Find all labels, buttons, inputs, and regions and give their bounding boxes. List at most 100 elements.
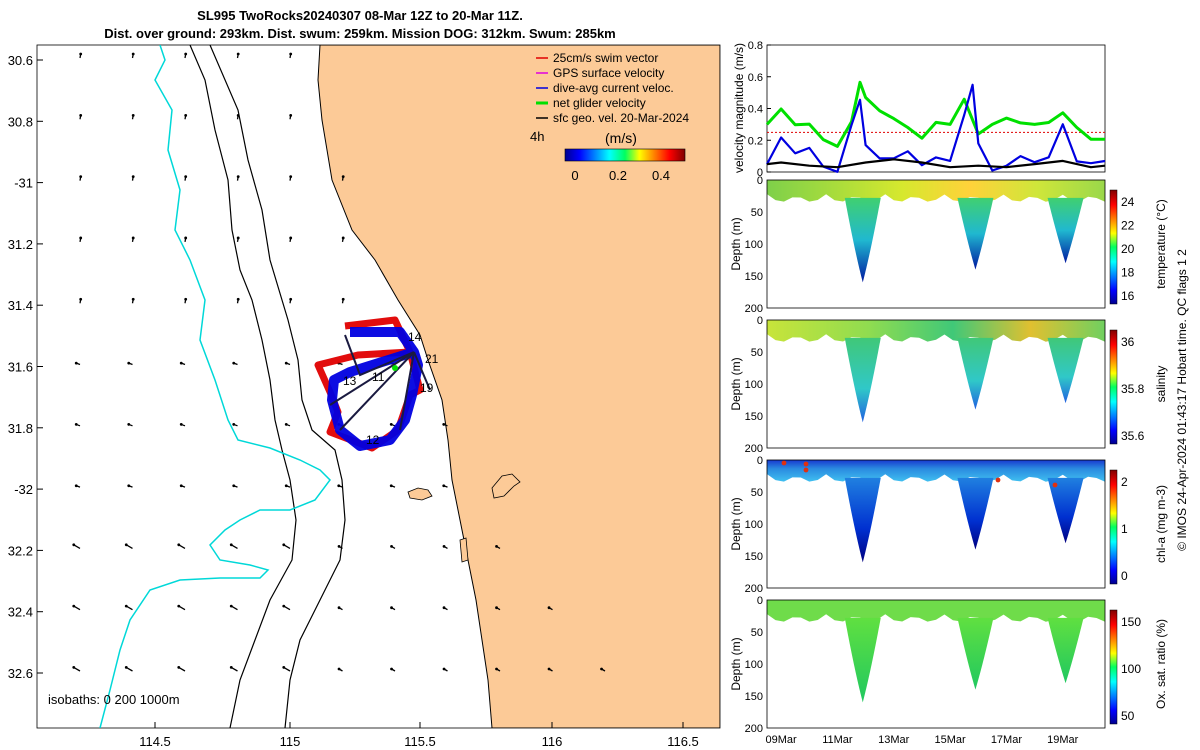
velocity-arrowhead [236, 52, 240, 56]
velocity-arrowhead [124, 604, 128, 608]
profile-colorbar-tick: 50 [1121, 709, 1135, 723]
colorbar-tick-label: 0 [571, 168, 578, 183]
chl-hotspot [995, 477, 1001, 483]
velocity-arrowhead [74, 484, 78, 488]
velocity-arrowhead [79, 175, 83, 179]
chl-hotspot [1052, 482, 1058, 488]
isobath-cyan [99, 45, 331, 728]
velocity-arrowhead [74, 423, 78, 426]
velocity-y-tick-label: 0.4 [748, 104, 763, 116]
velocity-arrowhead [72, 604, 76, 608]
profile-y-tick-label: 200 [745, 303, 763, 315]
profile-colorbar-tick: 24 [1121, 195, 1135, 209]
map-y-tick-label: 30.8 [8, 114, 33, 129]
map-x-tick-label: 116.5 [667, 734, 699, 749]
legend-entry: dive-avg current veloc. [553, 81, 674, 95]
profile-y-tick-label: 50 [751, 207, 763, 219]
velocity-series [765, 80, 1106, 173]
profile-frame [766, 599, 1106, 729]
surface-velocity-arrows [72, 52, 606, 672]
chl-hotspot [803, 467, 809, 473]
title-line-2: Dist. over ground: 293km. Dist. swum: 25… [104, 26, 616, 41]
imos-credit: © IMOS 24-Apr-2024 01:43:17 Hobart time.… [1175, 249, 1189, 551]
velocity-arrowhead [289, 52, 293, 56]
velocity-y-tick-label: 0.2 [748, 135, 763, 147]
day-label-12: 12 [366, 433, 380, 447]
velocity-arrowhead [495, 606, 498, 610]
profile-deep-dive [844, 337, 881, 423]
profile-colorbar-tick: 22 [1121, 219, 1135, 233]
profile-colorbar-tick: 0 [1121, 569, 1128, 583]
map-y-tick-label: 32.4 [8, 605, 33, 620]
net-velocity-track [329, 334, 431, 431]
isobaths-label: isobaths: 0 200 1000m [48, 692, 180, 707]
velocity-arrowhead [184, 297, 188, 301]
profile-colorbar-tick: 36 [1121, 335, 1135, 349]
velocity-arrowhead [337, 606, 341, 610]
isobath-1000m [189, 45, 297, 728]
map-x-tick-label: 116 [542, 734, 563, 749]
profile-deep-dive [957, 337, 994, 410]
profile-surface-layer [767, 460, 1105, 482]
map-y-tick-label: 31.8 [8, 421, 33, 436]
profile-y-tick-label: 150 [745, 411, 763, 423]
velocity-arrowhead [177, 666, 181, 669]
island-large [407, 487, 433, 501]
velocity-arrowhead [284, 361, 288, 365]
profile-x-tick-label: 17Mar [991, 734, 1023, 746]
velocity-y-axis: 0 0.2 0.4 0.6 0.8 [748, 40, 771, 179]
profile-colorbar-tick: 16 [1121, 289, 1135, 303]
profile-y-tick-label: 0 [757, 175, 763, 187]
velocity-arrowhead [232, 361, 236, 365]
velocity-arrowhead [79, 297, 83, 301]
profile-panel: 0 50 100 150 200 Depth (m) 16 18 20 22 24 temperatu… [729, 175, 1168, 315]
profile-y-tick-label: 200 [745, 443, 763, 455]
velocity-series-line [765, 80, 1106, 148]
profile-colorbar-tick: 18 [1121, 266, 1135, 280]
velocity-arrowhead [547, 606, 551, 610]
legend-entry: sfc geo. vel. 20-Mar-2024 [553, 111, 689, 125]
profile-deep-dive [1047, 197, 1084, 264]
map-y-tick-label: 31.4 [8, 298, 33, 313]
velocity-arrowhead [282, 543, 286, 547]
velocity-arrowhead [179, 361, 183, 365]
isobath-200m [209, 45, 346, 728]
map-y-tick-label: -31 [14, 176, 33, 191]
map-x-axis: 114.5 115 115.5 116 116.5 [139, 722, 699, 749]
velocity-arrowhead [389, 484, 393, 488]
profile-ylabel: Depth (m) [729, 637, 743, 690]
profile-panel: 0 50 100 150 200 Depth (m) 0 1 2 chl-a (mg m-3) [729, 455, 1168, 595]
velocity-arrowhead [131, 297, 135, 301]
profile-y-tick-label: 50 [751, 627, 763, 639]
profile-colorbar-tick: 35.8 [1121, 382, 1145, 396]
map-y-tick-label: 32.6 [8, 666, 33, 681]
island-spit [491, 473, 521, 499]
profile-colorbar-tick: 2 [1121, 475, 1128, 489]
map-y-tick-label: -32 [14, 482, 33, 497]
velocity-series-line [766, 83, 1106, 173]
velocity-arrowhead [341, 175, 345, 179]
velocity-arrowhead [232, 423, 236, 426]
velocity-arrowhead [289, 175, 293, 179]
profile-y-tick-label: 100 [745, 659, 763, 671]
velocity-arrowhead [179, 423, 183, 426]
velocity-arrowhead [442, 545, 446, 548]
velocity-arrowhead [229, 543, 233, 547]
velocity-arrowhead [282, 604, 286, 608]
velocity-arrowhead [232, 484, 236, 488]
velocity-arrowhead [337, 484, 341, 488]
velocity-arrowhead [236, 113, 240, 117]
map-panel: 114.5 115 115.5 116 116.5 30.6 30.8 -31 31.2 31.… [8, 44, 721, 749]
velocity-arrowhead [177, 604, 181, 608]
scale-label-4h: 4h [530, 129, 544, 144]
velocity-arrowhead [284, 423, 288, 426]
velocity-arrowhead [72, 543, 76, 547]
profile-colorbar-label: chl-a (mg m-3) [1154, 485, 1168, 563]
velocity-arrowhead [184, 113, 188, 117]
profile-y-tick-label: 0 [757, 595, 763, 607]
chl-hotspot [781, 460, 787, 466]
velocity-arrowhead [184, 52, 188, 56]
profile-y-tick-label: 100 [745, 519, 763, 531]
island-small [459, 537, 469, 563]
